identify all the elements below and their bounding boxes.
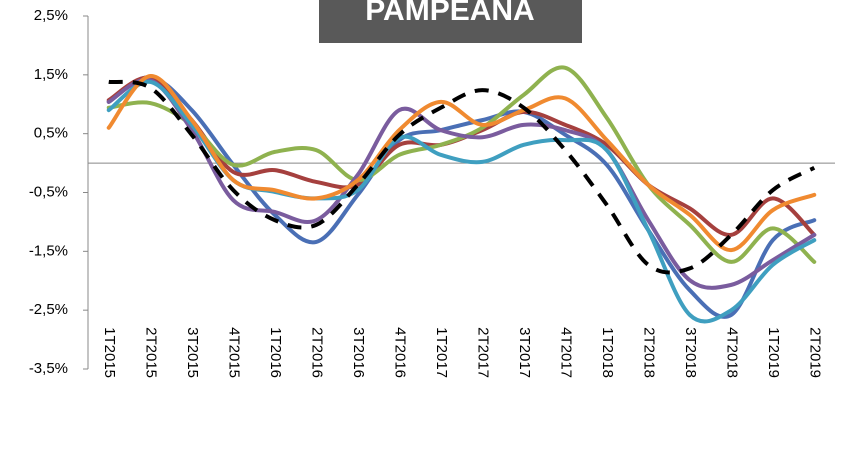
y-tick-label: 0,5% <box>34 125 68 142</box>
x-tick-label: 2T2016 <box>308 327 325 378</box>
chart-title: PAMPEANA <box>365 0 534 27</box>
x-tick-label: 1T2015 <box>101 327 118 378</box>
y-tick-label: -1,5% <box>29 242 68 259</box>
x-tick-label: 4T2015 <box>225 327 242 378</box>
x-tick-label: 2T2019 <box>806 327 823 378</box>
x-tick-label: 3T2015 <box>184 327 201 378</box>
x-tick-label: 3T2017 <box>516 327 533 378</box>
y-tick-label: -2,5% <box>29 301 68 318</box>
series-line <box>106 79 817 324</box>
y-tick-label: -0,5% <box>29 183 68 200</box>
series-line <box>108 79 816 275</box>
x-tick-label: 2T2015 <box>142 327 159 378</box>
x-tick-label: 4T2016 <box>391 327 408 378</box>
y-tick-label: -3,5% <box>29 360 68 377</box>
x-tick-label: 1T2016 <box>267 327 284 378</box>
x-tick-label: 2T2017 <box>474 327 491 378</box>
x-tick-label: 1T2018 <box>599 327 616 378</box>
x-tick-label: 4T2018 <box>723 327 740 378</box>
title-box <box>319 0 582 43</box>
series-line <box>106 65 817 264</box>
y-tick-label: 1,5% <box>34 66 68 83</box>
x-tick-label: 4T2017 <box>557 327 574 378</box>
x-tick-label: 2T2018 <box>640 327 657 378</box>
x-tick-label: 1T2017 <box>433 327 450 378</box>
x-tick-label: 3T2016 <box>350 327 367 378</box>
y-tick-label: 2,5% <box>34 7 68 24</box>
series-line <box>106 74 817 253</box>
x-tick-label: 1T2019 <box>765 327 782 378</box>
series-line <box>106 77 817 290</box>
x-tick-label: 3T2018 <box>682 327 699 378</box>
